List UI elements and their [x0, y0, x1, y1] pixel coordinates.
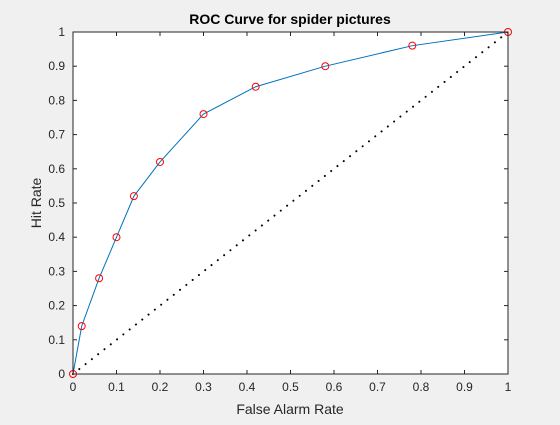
roc-point-marker	[77, 322, 86, 331]
y-tick-label: 0.3	[48, 264, 65, 278]
y-tick-label: 0.5	[48, 196, 65, 210]
chart-title: ROC Curve for spider pictures	[189, 11, 391, 27]
y-tick-label: 0.9	[48, 59, 65, 73]
x-tick-label: 0.3	[195, 380, 212, 394]
y-tick-label: 0.8	[48, 93, 65, 107]
x-tick-label: 0.4	[239, 380, 256, 394]
roc-point-marker	[95, 274, 104, 283]
x-tick-label: 0.2	[152, 380, 169, 394]
y-tick-label: 1	[58, 25, 65, 39]
y-tick-label: 0	[58, 367, 65, 381]
y-tick-label: 0.7	[48, 128, 65, 142]
roc-point-marker	[129, 192, 138, 201]
x-tick-label: 0.1	[108, 380, 125, 394]
x-tick-label: 0	[70, 380, 77, 394]
axes-layer: 0 0.1 0.2 0.3 0.4 0.5 0.6 0.7 0.8 0.9 1 0 0.1 0.2 0.3 0…	[48, 25, 511, 394]
x-tick-label: 1	[505, 380, 512, 394]
roc-point-marker	[156, 157, 164, 166]
x-tick-label: 0.9	[456, 380, 473, 394]
plot-area	[73, 32, 508, 374]
roc-point-marker	[321, 62, 330, 71]
x-tick-label: 0.8	[413, 380, 430, 394]
y-tick-label: 0.6	[48, 162, 65, 176]
x-tick-label: 0.5	[282, 380, 299, 394]
y-tick-label: 0.2	[48, 299, 65, 313]
roc-point-marker	[199, 110, 208, 119]
y-tick-label: 0.1	[48, 333, 65, 347]
roc-curve-line	[72, 31, 509, 375]
x-tick-label: 0.7	[369, 380, 386, 394]
roc-point-marker	[251, 82, 260, 91]
roc-point-marker	[408, 41, 417, 50]
roc-point-marker	[112, 233, 121, 242]
x-tick-label: 0.6	[326, 380, 343, 394]
y-axis-label: Hit Rate	[28, 178, 44, 229]
y-tick-label: 0.4	[48, 230, 65, 244]
x-axis-label: False Alarm Rate	[236, 401, 344, 417]
